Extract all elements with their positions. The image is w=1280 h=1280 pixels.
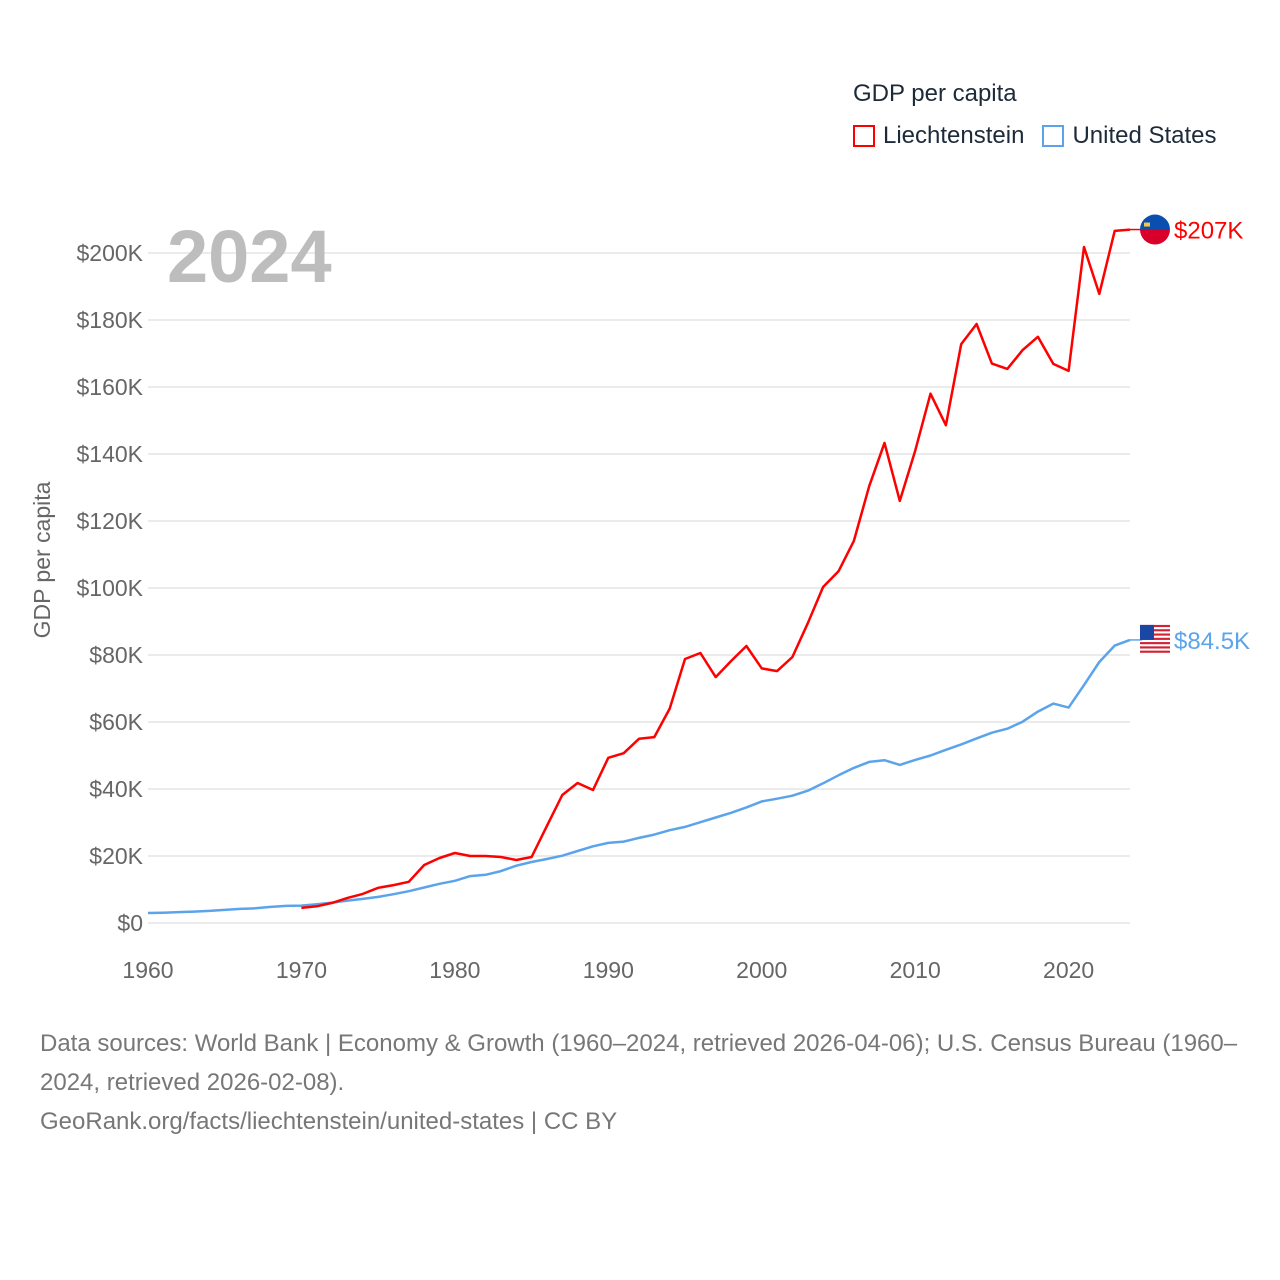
legend-title: GDP per capita bbox=[853, 80, 1017, 107]
x-tick-label: 1970 bbox=[276, 957, 327, 983]
legend-swatch-united-states bbox=[1042, 125, 1065, 147]
y-tick-label: $40K bbox=[89, 776, 143, 802]
y-tick-label: $100K bbox=[76, 575, 143, 601]
liechtenstein-flag-icon bbox=[1140, 214, 1170, 230]
y-tick-label: $0 bbox=[117, 910, 143, 936]
y-tick-label: $60K bbox=[89, 709, 143, 735]
us-flag-stripe bbox=[1140, 629, 1170, 632]
x-tick-label: 1960 bbox=[122, 957, 173, 983]
y-tick-label: $20K bbox=[89, 843, 143, 869]
crown-icon bbox=[1144, 222, 1150, 227]
x-tick-label: 1990 bbox=[583, 957, 634, 983]
legend-item-united-states[interactable]: United States bbox=[1042, 122, 1217, 150]
x-tick-label: 2020 bbox=[1043, 957, 1094, 983]
series-line-united-states bbox=[147, 638, 1131, 915]
legend: Liechtenstein United States bbox=[853, 122, 1235, 150]
legend-label: United States bbox=[1072, 122, 1217, 149]
legend-label: Liechtenstein bbox=[883, 122, 1025, 149]
data-sources: Data sources: World Bank | Economy & Gro… bbox=[40, 1030, 1238, 1096]
x-tick-label: 2000 bbox=[736, 957, 787, 983]
legend-item-liechtenstein[interactable]: Liechtenstein bbox=[853, 122, 1024, 150]
end-value-label: $84.5K bbox=[1174, 628, 1250, 655]
us-flag-stripe bbox=[1140, 624, 1170, 628]
end-value-label: $207K bbox=[1174, 218, 1243, 245]
y-tick-label: $180K bbox=[76, 307, 143, 333]
liechtenstein-flag-icon bbox=[1140, 229, 1170, 245]
us-flag-stripe bbox=[1140, 633, 1170, 636]
source-link[interactable]: GeoRank.org/facts/liechtenstein/united-s… bbox=[40, 1108, 618, 1135]
us-flag-stripe bbox=[1140, 646, 1170, 649]
y-tick-label: $160K bbox=[76, 374, 143, 400]
year-label: 2024 bbox=[167, 215, 332, 298]
united-states-flag-icon bbox=[1140, 624, 1154, 640]
us-flag-stripe bbox=[1140, 650, 1170, 653]
us-flag-stripe bbox=[1140, 637, 1170, 640]
y-tick-label: $80K bbox=[89, 642, 143, 668]
us-flag-stripe bbox=[1140, 642, 1170, 645]
series-line-liechtenstein bbox=[301, 228, 1131, 910]
y-tick-label: $120K bbox=[76, 508, 143, 534]
x-tick-label: 2010 bbox=[890, 957, 941, 983]
y-tick-label: $200K bbox=[76, 240, 143, 266]
legend-swatch-liechtenstein bbox=[853, 125, 875, 147]
x-tick-label: 1980 bbox=[429, 957, 480, 983]
footer: Data sources: World Bank | Economy & Gro… bbox=[40, 1024, 1240, 1141]
y-axis-label: GDP per capita bbox=[29, 481, 55, 638]
y-tick-label: $140K bbox=[76, 441, 143, 467]
